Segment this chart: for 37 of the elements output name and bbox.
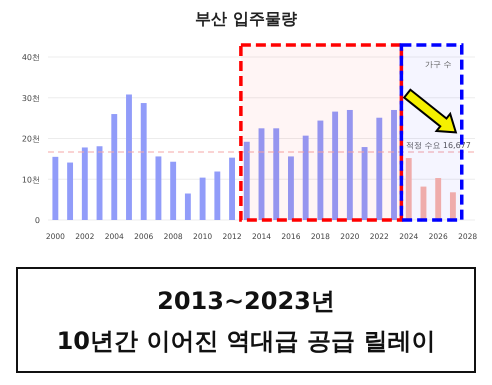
bar (67, 162, 74, 220)
bar (406, 158, 412, 220)
bar (346, 110, 353, 220)
bar (170, 162, 176, 220)
bar (258, 128, 264, 220)
bar (184, 194, 191, 220)
bar (391, 110, 397, 220)
text: 2013~2023년 10년간 이어진 역대급 공급 릴레이 (56, 287, 436, 355)
bar (273, 128, 280, 220)
bar (435, 178, 442, 220)
y-tick-label: 0 (34, 216, 40, 225)
bar (82, 147, 88, 220)
bar (96, 146, 102, 220)
y-tick-label: 40천 (22, 53, 40, 62)
bar (126, 94, 132, 220)
bar (52, 156, 58, 220)
bar (450, 192, 456, 220)
bar (140, 103, 147, 220)
bar (244, 142, 250, 220)
chart-title: 부산 입주물량 (195, 9, 297, 28)
annotation: 가구 수 (424, 60, 452, 70)
bar (200, 178, 206, 220)
y-tick-label: 10천 (22, 175, 40, 184)
bar (420, 186, 426, 220)
bar (229, 158, 235, 220)
bar (155, 156, 162, 220)
bar (376, 118, 382, 220)
bar (214, 172, 220, 220)
y-tick-label: 30천 (22, 94, 40, 103)
bar (332, 112, 338, 220)
bar (302, 136, 309, 220)
ref-line-label: 적정 수요 16,677 (406, 141, 471, 150)
bar (111, 114, 118, 220)
bar (288, 156, 294, 220)
bar (317, 120, 324, 220)
y-tick-label: 20천 (22, 134, 40, 144)
bar (362, 147, 368, 220)
